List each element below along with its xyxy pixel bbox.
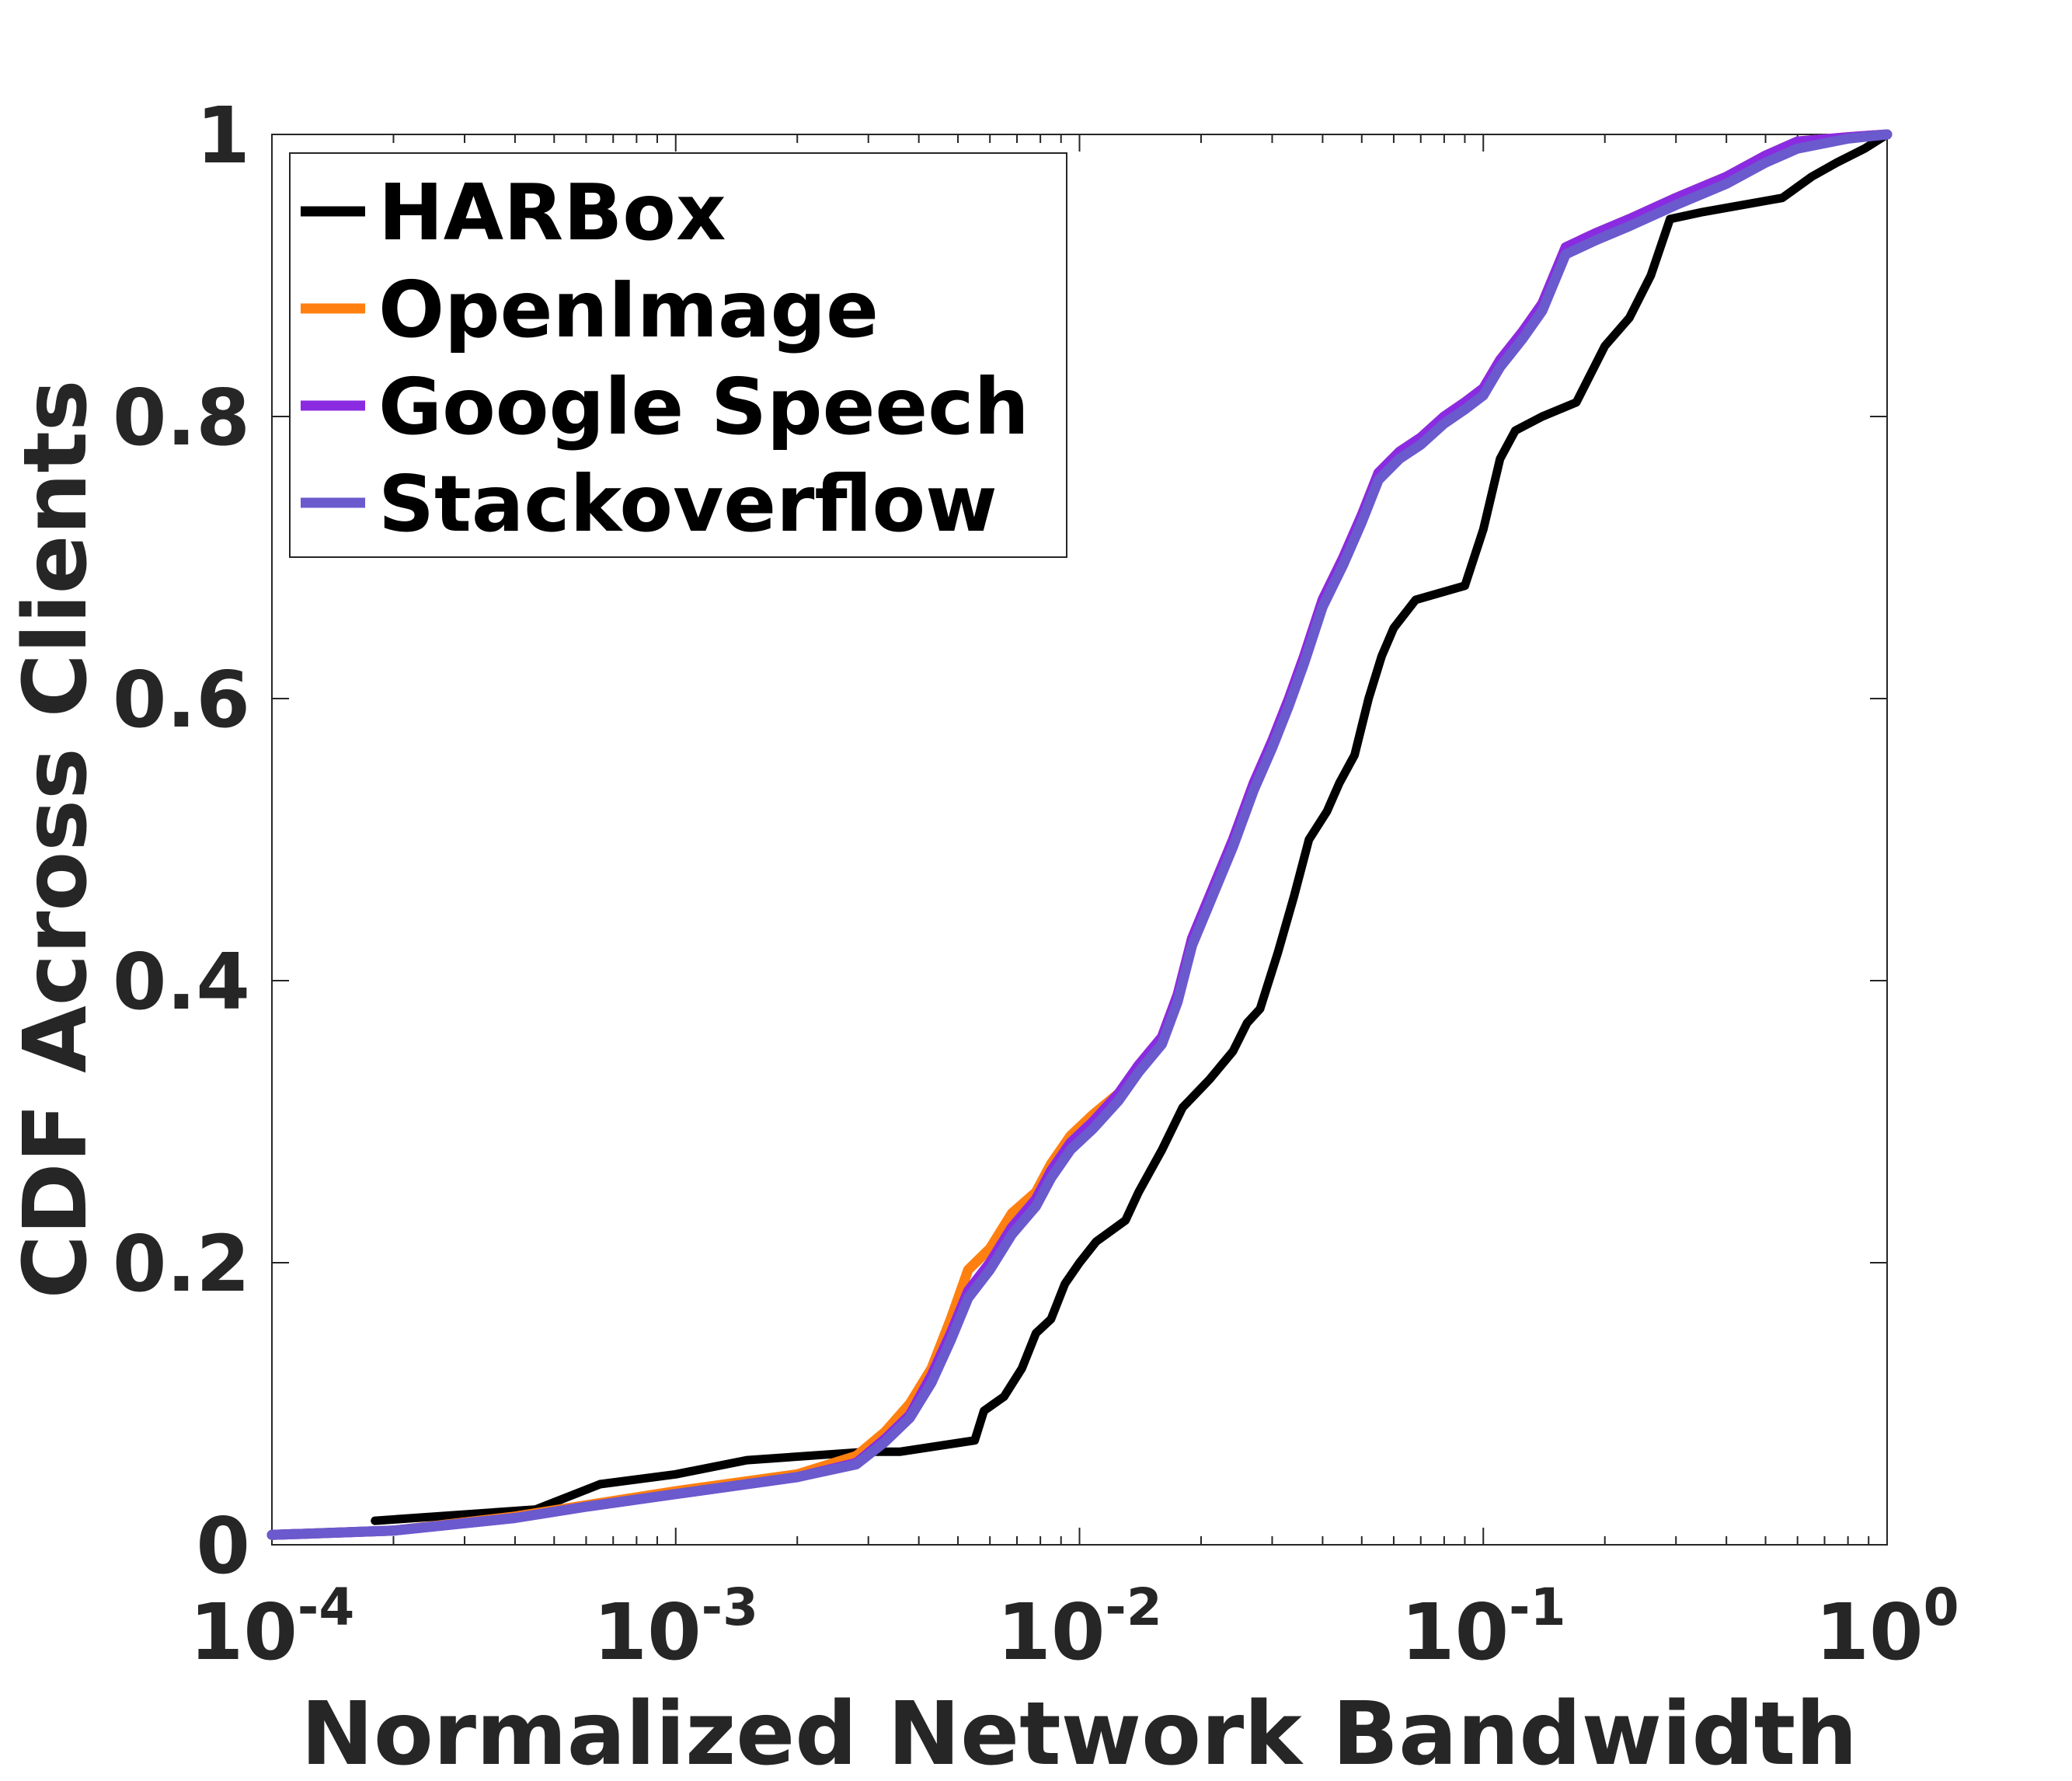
y-tick-labels: 0 0.2 0.4 0.6 0.8 1 bbox=[113, 90, 250, 1591]
y-tick-label: 0.8 bbox=[113, 372, 250, 463]
y-tick-label: 0.6 bbox=[113, 654, 250, 745]
y-tick-label: 0.4 bbox=[113, 936, 250, 1027]
y-tick-label: 1 bbox=[196, 90, 250, 181]
series-lines bbox=[266, 129, 1893, 1540]
x-tick-label: 10-3 bbox=[594, 1577, 759, 1678]
x-tick-label: 10-4 bbox=[190, 1577, 355, 1678]
legend-label-openimage: OpenImage bbox=[378, 264, 879, 355]
x-axis-title: Normalized Network Bandwidth bbox=[301, 1684, 1858, 1781]
x-tick-label: 100 bbox=[1815, 1577, 1959, 1678]
y-tick-label: 0.2 bbox=[113, 1218, 250, 1309]
x-tick-label: 10-1 bbox=[1401, 1577, 1566, 1678]
series-line-stackoverflow bbox=[266, 129, 1893, 1540]
x-tick-labels: 10-4 10-3 10-2 10-1 100 bbox=[190, 1577, 1959, 1678]
y-axis-title: CDF Across Clients bbox=[5, 379, 106, 1298]
legend-box bbox=[289, 152, 1067, 558]
series-line-harbox bbox=[371, 130, 1892, 1525]
legend-label-harbox: HARBox bbox=[378, 167, 726, 258]
legend-label-google-speech: Google Speech bbox=[378, 361, 1029, 452]
legend-label-stackoverflow: Stackoverflow bbox=[378, 458, 998, 549]
x-tick-label: 10-2 bbox=[997, 1577, 1162, 1678]
y-tick-label: 0 bbox=[196, 1500, 250, 1591]
